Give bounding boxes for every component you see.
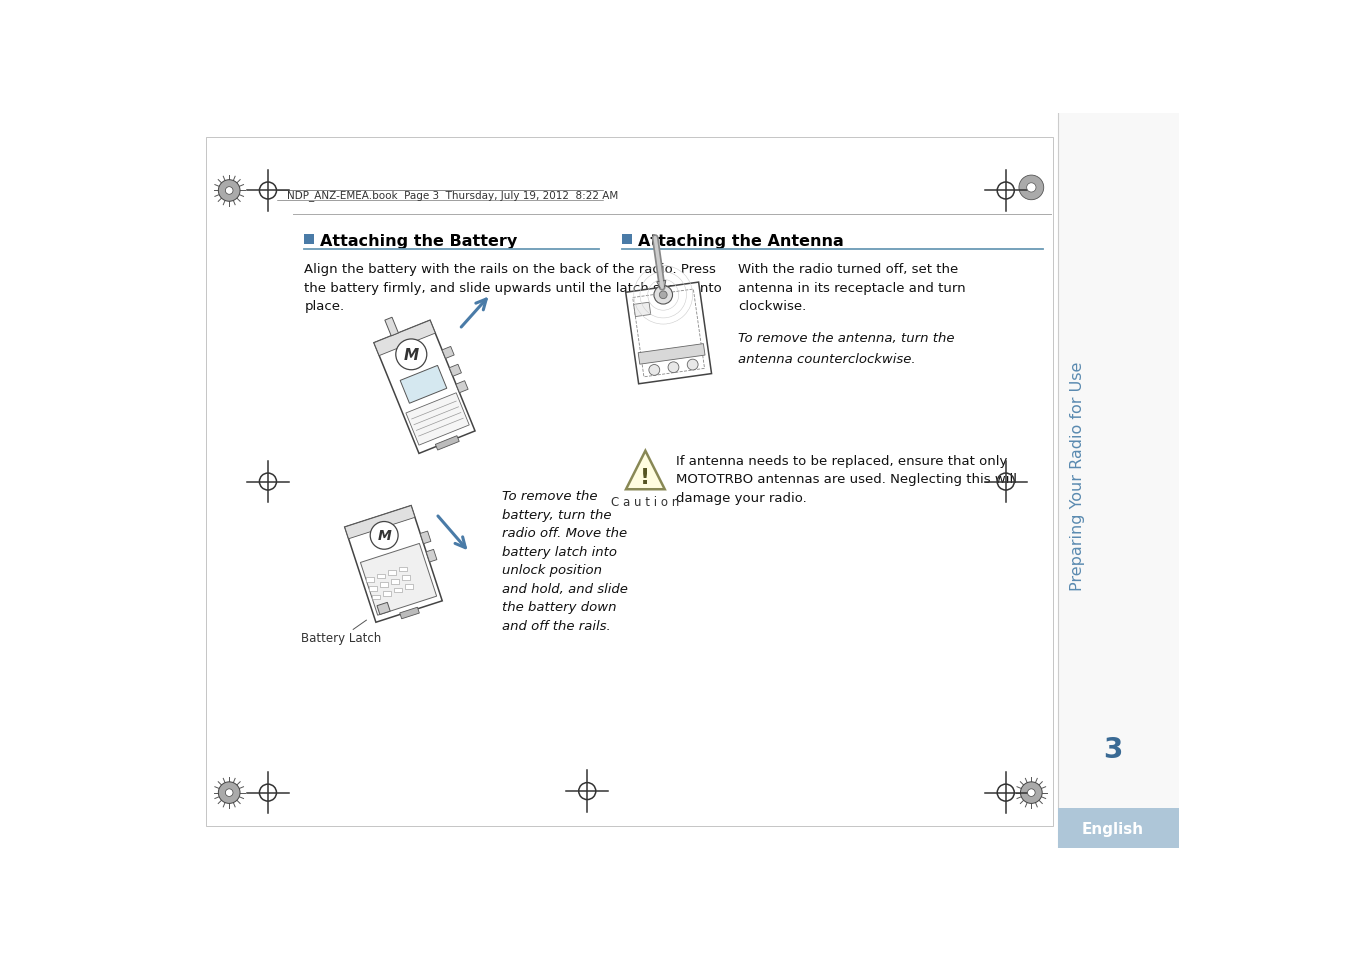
Circle shape [644, 481, 647, 484]
Text: If antenna needs to be replaced, ensure that only
MOTOTRBO antennas are used. Ne: If antenna needs to be replaced, ensure … [676, 455, 1018, 504]
Bar [304, 234, 315, 244]
Polygon shape [450, 365, 462, 376]
Bar [633, 303, 651, 317]
Bar [377, 574, 385, 578]
Bar [400, 567, 408, 572]
Bar [394, 588, 402, 593]
Polygon shape [374, 321, 475, 454]
Polygon shape [400, 608, 420, 619]
Bar [1058, 808, 1179, 848]
Text: English: English [1081, 821, 1143, 836]
Text: Battery Latch: Battery Latch [301, 631, 381, 644]
Polygon shape [626, 452, 664, 490]
Bar [402, 576, 410, 580]
Bar [369, 586, 377, 591]
Polygon shape [344, 506, 414, 539]
Polygon shape [420, 532, 431, 544]
Text: 3: 3 [1103, 735, 1122, 763]
Polygon shape [385, 318, 398, 336]
Text: M: M [404, 348, 418, 362]
Polygon shape [374, 321, 435, 356]
Polygon shape [360, 544, 436, 616]
Polygon shape [400, 366, 447, 404]
Circle shape [1021, 782, 1042, 803]
Circle shape [649, 365, 660, 375]
Text: Preparing Your Radio for Use: Preparing Your Radio for Use [1069, 361, 1084, 591]
Polygon shape [456, 381, 468, 394]
Polygon shape [639, 344, 705, 365]
Circle shape [1027, 789, 1035, 797]
Bar [373, 596, 379, 599]
Polygon shape [656, 281, 666, 288]
Polygon shape [344, 506, 443, 622]
Polygon shape [441, 347, 454, 359]
Text: To remove the
battery, turn the
radio off. Move the
battery latch into
unlock po: To remove the battery, turn the radio of… [502, 490, 628, 632]
Circle shape [219, 782, 240, 803]
Circle shape [396, 339, 427, 371]
Bar [383, 592, 390, 597]
Circle shape [219, 180, 240, 202]
Text: C a u t i o n: C a u t i o n [612, 496, 679, 509]
Text: Attaching the Antenna: Attaching the Antenna [637, 233, 844, 249]
Polygon shape [406, 394, 470, 446]
Circle shape [1026, 184, 1035, 193]
Polygon shape [377, 602, 390, 615]
Bar [207, 137, 1053, 826]
Bar [366, 578, 374, 582]
Text: Attaching the Battery: Attaching the Battery [320, 233, 517, 249]
Text: M: M [377, 529, 392, 543]
Bar [389, 571, 396, 576]
Polygon shape [435, 436, 459, 451]
Text: Align the battery with the rails on the back of the radio. Press
the battery fir: Align the battery with the rails on the … [304, 263, 722, 313]
Polygon shape [427, 550, 437, 562]
Bar [1058, 114, 1179, 848]
Text: !: ! [640, 467, 651, 487]
Text: With the radio turned off, set the
antenna in its receptacle and turn
clockwise.: With the radio turned off, set the anten… [738, 263, 967, 313]
Circle shape [653, 286, 672, 305]
Circle shape [687, 360, 698, 371]
Bar [405, 584, 413, 589]
Text: NDP_ANZ-EMEA.book  Page 3  Thursday, July 19, 2012  8:22 AM: NDP_ANZ-EMEA.book Page 3 Thursday, July … [286, 190, 618, 200]
Circle shape [225, 789, 234, 797]
Circle shape [225, 188, 234, 195]
Polygon shape [625, 283, 711, 384]
Bar [381, 583, 387, 587]
Circle shape [1019, 176, 1044, 200]
Bar [392, 579, 400, 584]
Bar [622, 234, 632, 244]
Circle shape [659, 292, 667, 299]
Text: To remove the antenna, turn the
antenna counterclockwise.: To remove the antenna, turn the antenna … [738, 332, 954, 366]
Circle shape [370, 522, 398, 550]
Circle shape [668, 362, 679, 374]
